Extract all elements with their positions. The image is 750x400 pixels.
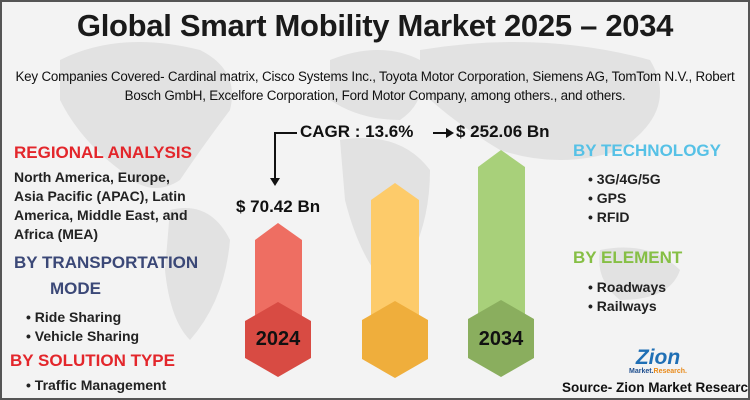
arrow-down-icon <box>270 178 280 186</box>
list-item: • Railways <box>588 298 657 314</box>
bar-middle <box>371 183 419 320</box>
list-item: • Roadways <box>588 279 667 295</box>
regional-analysis-heading: REGIONAL ANALYSIS <box>14 143 192 162</box>
list-item: • RFID <box>588 209 630 225</box>
list-item: • Ride Sharing <box>26 309 122 325</box>
list-item: • Vehicle Sharing <box>26 328 140 344</box>
list-item: • GPS <box>588 190 627 206</box>
source-label: Source- Zion Market Research <box>562 380 750 395</box>
bar-2024 <box>255 223 302 320</box>
element-heading: BY ELEMENT <box>573 248 683 267</box>
transport-list: • Ride Sharing • Vehicle Sharing <box>26 308 139 346</box>
value-2024: $ 70.42 Bn <box>236 197 321 216</box>
element-list: • Roadways • Railways <box>588 278 666 316</box>
cagr-label: CAGR : 13.6% <box>300 122 414 141</box>
bar-2034 <box>478 150 525 320</box>
year-2024: 2024 <box>255 328 301 350</box>
list-item: • Traffic Management <box>26 377 167 393</box>
regional-list: North America, Europe, Asia Pacific (APA… <box>14 168 188 244</box>
transportation-heading-mode: MODE <box>50 279 101 298</box>
value-2034: $ 252.06 Bn <box>456 122 550 141</box>
solution-type-heading: BY SOLUTION TYPE <box>10 351 175 370</box>
region-line: America, Middle East, and <box>14 207 188 223</box>
hex-middle <box>362 301 428 378</box>
cagr-connector-line <box>274 132 297 180</box>
list-item: • 3G/4G/5G <box>588 171 661 187</box>
hex-2024 <box>245 302 311 377</box>
page-title: Global Smart Mobility Market 2025 – 2034 <box>76 8 674 43</box>
zion-logo: Zion Market.Research. <box>629 346 687 375</box>
region-line: Asia Pacific (APAC), Latin <box>14 188 186 204</box>
technology-heading: BY TECHNOLOGY <box>573 141 721 160</box>
region-line: Africa (MEA) <box>14 226 99 242</box>
hex-2034 <box>468 300 534 377</box>
region-line: North America, Europe, <box>14 169 170 185</box>
key-companies: Key Companies Covered- Cardinal matrix, … <box>15 69 735 103</box>
technology-list: • 3G/4G/5G • GPS • RFID <box>588 170 661 227</box>
transportation-heading: BY TRANSPORTATION <box>14 253 199 272</box>
year-2034: 2034 <box>478 328 524 350</box>
arrow-right-icon <box>446 128 454 138</box>
